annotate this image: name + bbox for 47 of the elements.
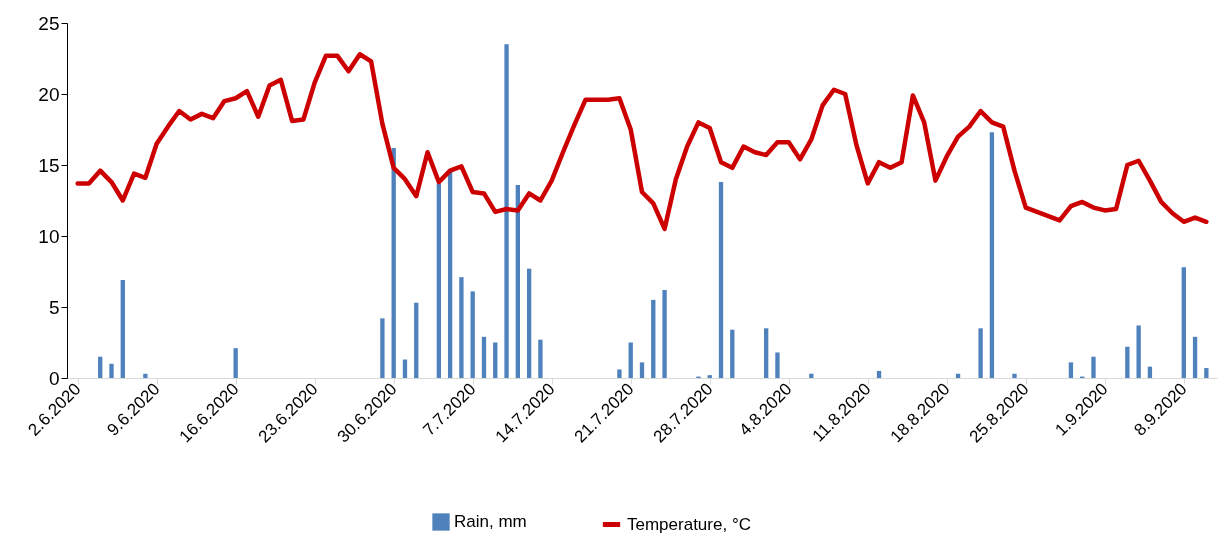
bar (617, 369, 622, 378)
bar (109, 363, 114, 378)
bar (1068, 362, 1074, 378)
bar (1136, 325, 1141, 378)
bar (98, 356, 103, 378)
bar (651, 299, 656, 378)
bar (1125, 346, 1130, 378)
legend-label: Rain, mm (454, 512, 527, 531)
bar (628, 342, 633, 378)
bar (730, 329, 735, 378)
legend-label: Temperature, °C (627, 514, 751, 534)
bar (526, 268, 532, 378)
bar (989, 132, 995, 378)
bar (978, 328, 983, 378)
bar (481, 336, 487, 378)
bar (1181, 267, 1186, 378)
bar (1147, 366, 1153, 378)
bar (707, 375, 712, 378)
bar (1192, 336, 1198, 378)
bar (493, 342, 498, 378)
bar (718, 182, 724, 378)
bar (380, 318, 385, 378)
y-tick-label: 25 (38, 12, 60, 34)
y-tick-label: 10 (38, 225, 60, 247)
bar (662, 289, 667, 378)
bar (876, 370, 882, 378)
bar (233, 348, 238, 378)
bar (459, 277, 464, 378)
bar (1204, 368, 1209, 378)
y-tick-label: 15 (38, 154, 60, 176)
bar (1012, 373, 1017, 378)
y-tick-label: 5 (48, 296, 60, 318)
bar (764, 328, 769, 378)
y-tick-label: 0 (48, 367, 60, 389)
bar (436, 183, 441, 378)
bar (639, 362, 645, 378)
bar (470, 291, 475, 378)
bar (402, 359, 408, 378)
bar (504, 44, 509, 378)
line-series (75, 51, 1209, 232)
bar (1091, 356, 1096, 378)
bar (414, 302, 419, 378)
y-tick-label: 20 (38, 83, 60, 105)
bar (775, 352, 780, 378)
bar (120, 280, 125, 378)
bar (538, 339, 543, 378)
bar (143, 373, 148, 378)
